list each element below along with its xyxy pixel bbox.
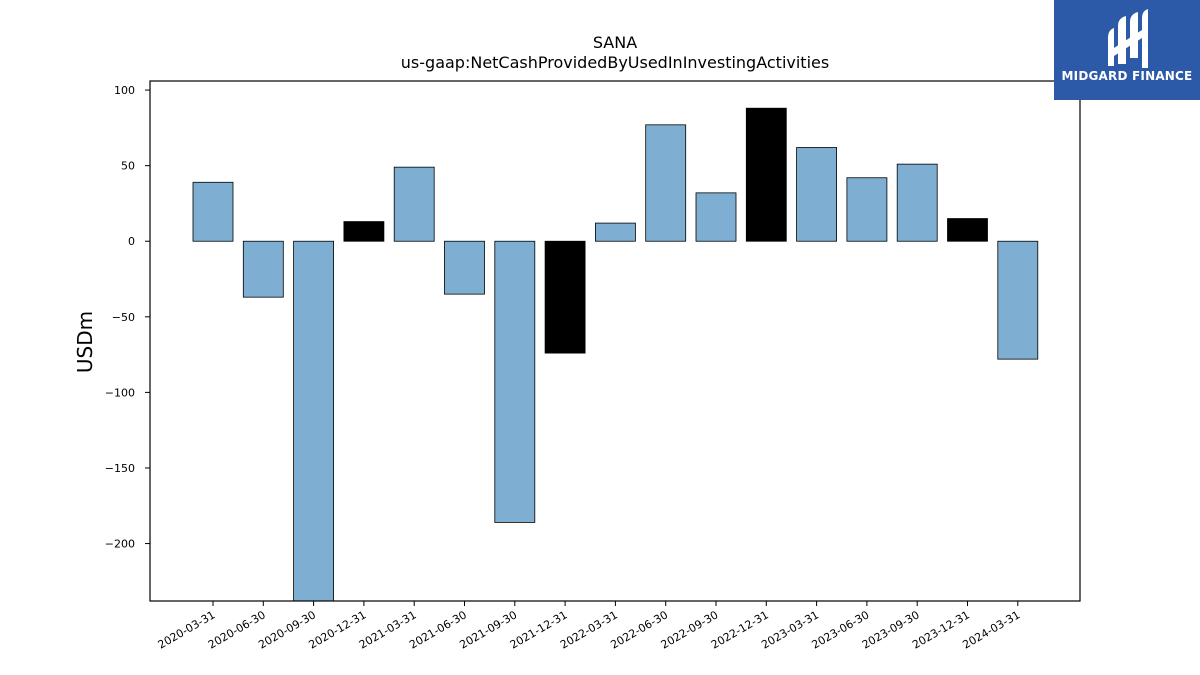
bar-2020-12-31	[343, 221, 385, 242]
bar-2022-06-30	[645, 124, 687, 242]
y-tick-label: 100	[114, 84, 135, 97]
y-tick-label: −100	[105, 386, 135, 399]
chart-subtitle: us-gaap:NetCashProvidedByUsedInInvesting…	[401, 53, 829, 72]
bar-2023-06-30	[846, 177, 888, 242]
bar-2023-12-31	[947, 218, 988, 242]
y-tick-label: −200	[105, 538, 135, 551]
bar-2022-09-30	[695, 192, 737, 242]
x-axis: 2020-03-312020-06-302020-09-302020-12-31…	[156, 601, 1022, 652]
bar-2023-09-30	[896, 163, 938, 242]
brand-logo: MIDGARD FINANCE	[1054, 0, 1200, 100]
bar-2024-03-31	[997, 240, 1039, 360]
bar-2020-09-30	[293, 240, 335, 601]
bar-2021-12-31	[544, 240, 586, 354]
bar-2021-09-30	[494, 240, 536, 523]
bar-2022-12-31	[745, 107, 787, 242]
bar-2021-03-31	[393, 166, 435, 242]
y-tick-label: −50	[112, 311, 135, 324]
bar-2023-03-31	[796, 147, 837, 242]
plot-frame	[149, 80, 1081, 602]
brand-name: MIDGARD FINANCE	[1061, 69, 1193, 83]
chart-title: SANA	[593, 33, 637, 52]
y-axis-label: USDm	[73, 311, 97, 373]
bar-series	[192, 107, 1039, 601]
bar-2020-06-30	[242, 240, 284, 298]
x-tick-label: 2024-03-31	[960, 608, 1022, 651]
y-axis: 100 50 0 −50 −100 −150 −200	[105, 84, 150, 551]
y-tick-label: 50	[121, 160, 135, 173]
midgard-m-logo-icon	[1108, 9, 1148, 68]
bar-2022-03-31	[595, 222, 636, 242]
bar-2020-03-31	[192, 181, 234, 242]
y-tick-label: 0	[128, 235, 135, 248]
y-tick-label: −150	[105, 462, 135, 475]
bar-2021-06-30	[444, 240, 485, 295]
